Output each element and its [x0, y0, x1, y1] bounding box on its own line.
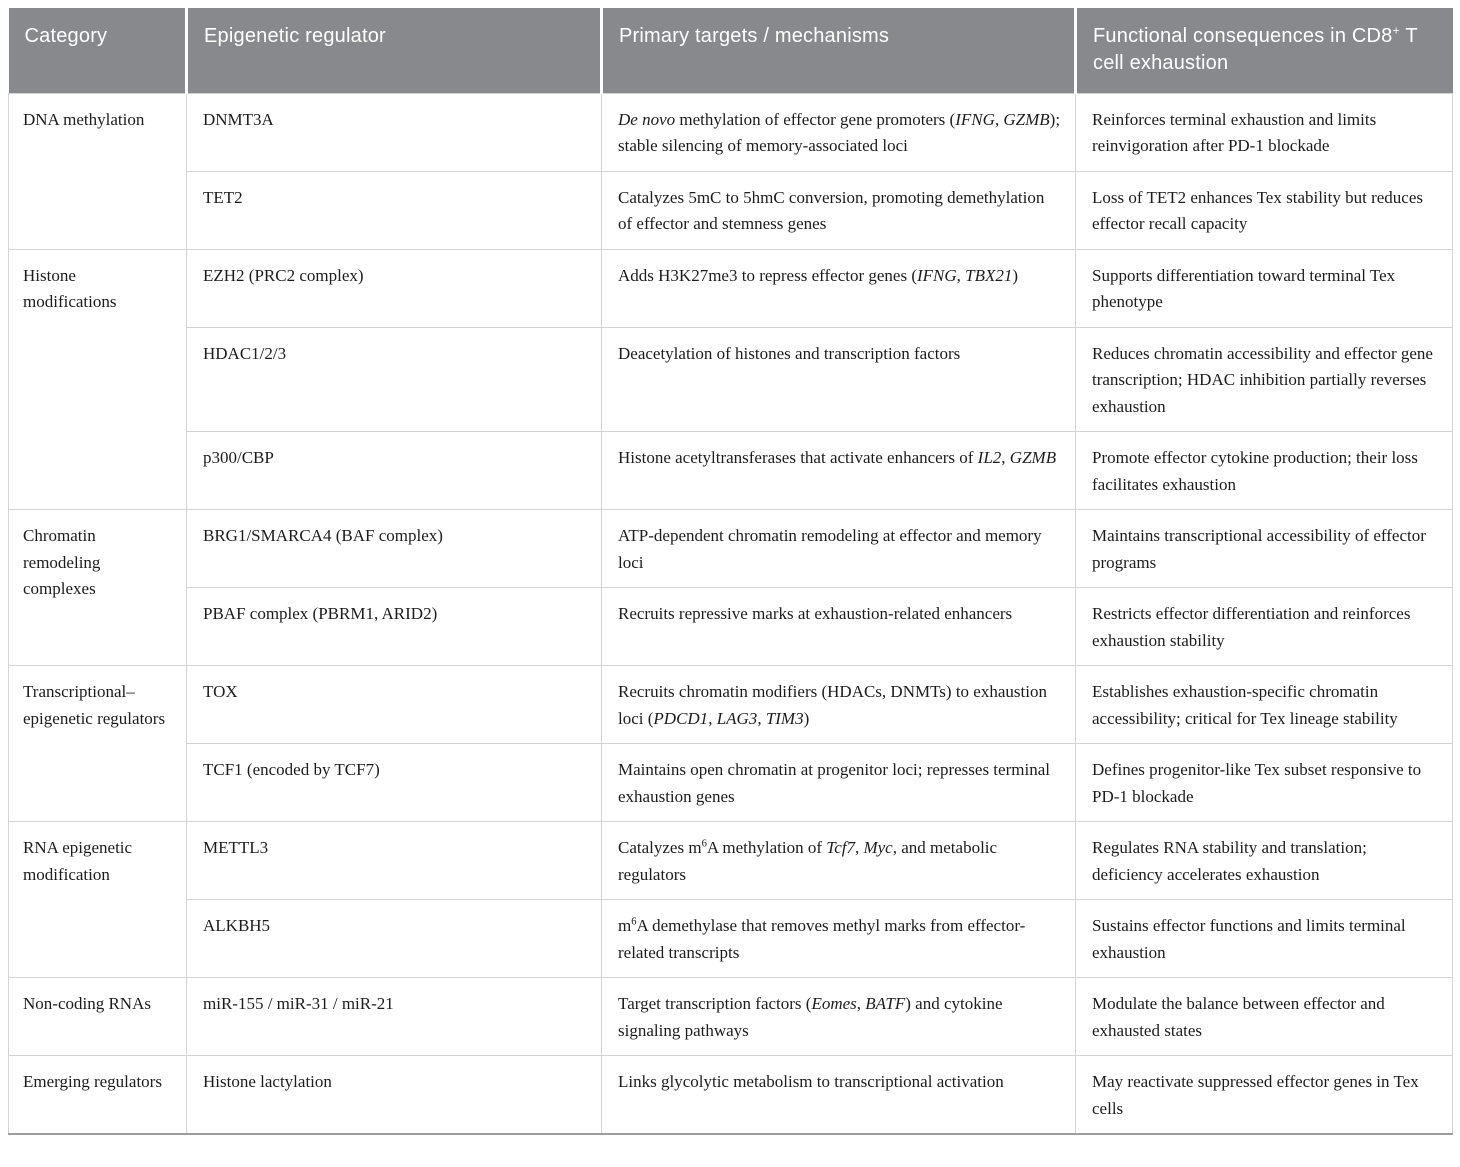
mechanism-cell: Links glycolytic metabolism to transcrip… [601, 1055, 1076, 1135]
category-cell: Chromatin remodeling complexes [8, 509, 187, 667]
mechanism-cell: Recruits chromatin modifiers (HDACs, DNM… [601, 665, 1076, 745]
consequence-cell: Supports differentiation toward terminal… [1075, 248, 1453, 328]
regulator-cell: HDAC1/2/3 [186, 326, 602, 433]
mechanism-cell: Histone acetyltransferases that activate… [601, 431, 1076, 511]
regulator-cell: BRG1/SMARCA4 (BAF complex) [186, 509, 602, 589]
consequence-cell: Regulates RNA stability and translation;… [1075, 821, 1453, 901]
header-cell-category: Category [8, 8, 187, 93]
mechanism-cell: De novo methylation of effector gene pro… [601, 92, 1076, 172]
table-header: Category Epigenetic regulator Primary targ… [8, 8, 1453, 93]
regulator-cell: ALKBH5 [186, 899, 602, 979]
paper-table-container: Category Epigenetic regulator Primary targ… [8, 8, 1453, 1136]
regulator-cell: TOX [186, 665, 602, 745]
mechanism-cell: ATP-dependent chromatin remodeling at ef… [601, 509, 1076, 589]
table-row: TET2 Catalyzes 5mC to 5hmC conversion, pr… [9, 170, 1453, 250]
regulator-cell: miR-155 / miR-31 / miR-21 [186, 977, 602, 1057]
table-row: Non-coding RNAs miR-155 / miR-31 / miR-21… [8, 977, 1453, 1057]
consequence-cell: May reactivate suppressed effector genes… [1075, 1055, 1453, 1135]
table-row: Histone modifications EZH2 (PRC2 complex)… [8, 248, 1453, 511]
header-cell-mechanisms: Primary targets / mechanisms [600, 8, 1076, 93]
category-cell: RNA epigenetic modification [8, 821, 187, 979]
category-cell: Non-coding RNAs [8, 977, 187, 1057]
consequence-cell: Promote effector cytokine production; th… [1075, 431, 1453, 511]
table-row: HDAC1/2/3 Deacetylation of histones and t… [9, 326, 1453, 433]
regulator-cell: DNMT3A [186, 92, 602, 172]
regulator-cell: METTL3 [186, 821, 602, 901]
regulator-cell: TET2 [186, 170, 602, 250]
mechanism-cell: Target transcription factors (Eomes, BAT… [601, 977, 1076, 1057]
table-row: TCF1 (encoded by TCF7) Maintains open chr… [9, 743, 1453, 823]
header-cell-regulator: Epigenetic regulator [185, 8, 602, 93]
regulator-cell: Histone lactylation [186, 1055, 602, 1135]
table-body: DNA methylation DNMT3A De novo methylation… [8, 92, 1453, 1135]
table-row: Chromatin remodeling complexes BRG1/SMARC… [8, 509, 1453, 667]
category-cell: DNA methylation [8, 92, 187, 250]
regulator-cell: EZH2 (PRC2 complex) [186, 248, 602, 328]
mechanism-cell: Catalyzes m6A methylation of Tcf7, Myc, … [601, 821, 1076, 901]
mechanism-cell: Maintains open chromatin at progenitor l… [601, 743, 1076, 823]
header-row: Category Epigenetic regulator Primary targ… [8, 8, 1453, 93]
consequence-cell: Establishes exhaustion-specific chromati… [1075, 665, 1453, 745]
table-row: Emerging regulators Histone lactylation Li… [8, 1055, 1453, 1135]
category-cell: Histone modifications [8, 248, 187, 511]
mechanism-cell: m6A demethylase that removes methyl mark… [601, 899, 1076, 979]
mechanism-cell: Recruits repressive marks at exhaustion-… [601, 587, 1076, 667]
table-row: PBAF complex (PBRM1, ARID2) Recruits repr… [9, 587, 1453, 667]
epigenetic-regulators-table: Category Epigenetic regulator Primary targ… [8, 8, 1453, 1136]
consequence-cell: Maintains transcriptional accessibility … [1075, 509, 1453, 589]
consequence-cell: Sustains effector functions and limits t… [1075, 899, 1453, 979]
table-row: RNA epigenetic modification METTL3 Catalyz… [8, 821, 1453, 979]
regulator-cell: PBAF complex (PBRM1, ARID2) [186, 587, 602, 667]
table-row: ALKBH5 m6A demethylase that removes methy… [9, 899, 1453, 979]
category-cell: Emerging regulators [8, 1055, 187, 1135]
regulator-cell: TCF1 (encoded by TCF7) [186, 743, 602, 823]
regulator-cell: p300/CBP [186, 431, 602, 511]
consequence-cell: Defines progenitor-like Tex subset respo… [1075, 743, 1453, 823]
consequence-cell: Reduces chromatin accessibility and effe… [1075, 326, 1453, 433]
mechanism-cell: Catalyzes 5mC to 5hmC conversion, promot… [601, 170, 1076, 250]
category-cell: Transcriptional–epigenetic regulators [8, 665, 187, 823]
mechanism-cell: Adds H3K27me3 to repress effector genes … [601, 248, 1076, 328]
table-row: p300/CBP Histone acetyltransferases that … [9, 431, 1453, 511]
table-row: Transcriptional–epigenetic regulators TOX… [8, 665, 1453, 823]
table-row: DNA methylation DNMT3A De novo methylation… [8, 92, 1453, 250]
consequence-cell: Modulate the balance between effector an… [1075, 977, 1453, 1057]
consequence-cell: Loss of TET2 enhances Tex stability but … [1075, 170, 1453, 250]
header-cell-consequences: Functional consequences in CD8+ T cell e… [1074, 8, 1453, 93]
consequence-cell: Reinforces terminal exhaustion and limit… [1075, 92, 1453, 172]
mechanism-cell: Deacetylation of histones and transcript… [601, 326, 1076, 433]
consequence-cell: Restricts effector differentiation and r… [1075, 587, 1453, 667]
